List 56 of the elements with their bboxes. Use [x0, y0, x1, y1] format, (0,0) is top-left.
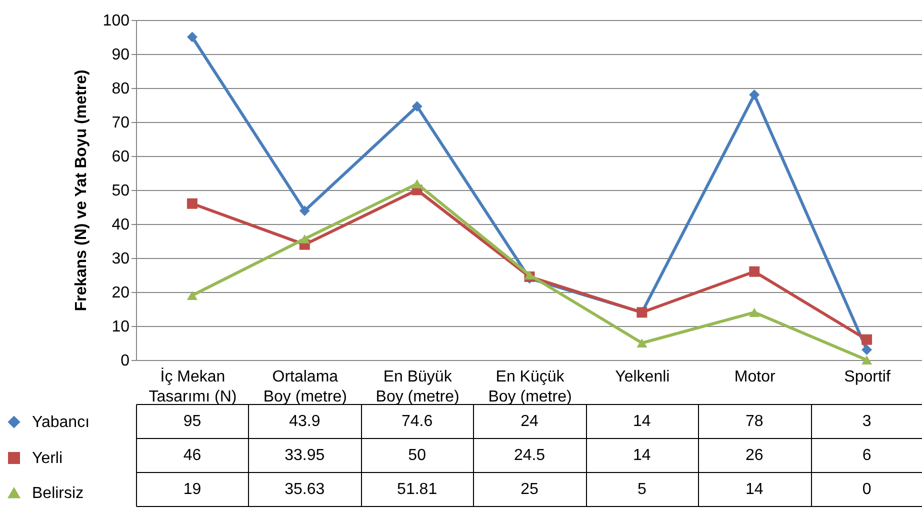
y-tick-label: 50 — [112, 182, 130, 200]
x-tick-label: Motor — [734, 368, 776, 386]
data-label: 24.5 — [514, 447, 546, 464]
data-label: 0 — [862, 481, 872, 498]
data-label: 51.81 — [397, 481, 438, 498]
point — [186, 32, 198, 42]
legend-label: Yabancı — [32, 414, 90, 431]
y-axis-title: Frekans (N) ve Yat Boyu (metre) — [72, 70, 90, 312]
data-label: 33.95 — [284, 447, 325, 464]
y-tick-label: 80 — [112, 80, 130, 98]
x-tick-label: Sportif — [844, 368, 891, 386]
data-label: 35.63 — [284, 481, 325, 498]
point — [749, 266, 760, 277]
y-tick-label: 40 — [112, 216, 130, 234]
data-label: 95 — [183, 413, 202, 430]
point — [749, 90, 760, 100]
x-tick-label: Ortalama Boy (metre) — [263, 368, 347, 406]
data-label: 74.6 — [402, 413, 433, 430]
y-tick-label: 0 — [120, 352, 130, 370]
data-label: 14 — [633, 413, 651, 430]
y-tick-label: 70 — [112, 114, 130, 132]
x-tick-label: İç Mekan Tasarımı (N) — [148, 368, 237, 406]
point — [412, 101, 422, 112]
x-tick-label: En Büyük Boy (metre) — [376, 368, 460, 406]
data-label: 46 — [183, 447, 202, 464]
data-label: 50 — [408, 447, 426, 464]
data-label: 14 — [633, 447, 651, 464]
x-tick-label: En Küçük Boy (metre) — [488, 368, 572, 406]
data-label: 19 — [183, 481, 202, 498]
point — [186, 198, 198, 209]
y-tick-label: 20 — [112, 284, 130, 302]
legend-label: Belirsiz — [32, 485, 84, 502]
data-label: 43.9 — [289, 413, 320, 430]
data-label: 78 — [745, 413, 764, 430]
point — [299, 234, 310, 244]
point — [862, 334, 872, 345]
y-tick-label: 90 — [112, 46, 130, 64]
x-tick-label: Yelkenli — [615, 368, 670, 386]
data-label: 14 — [745, 481, 764, 498]
point — [636, 338, 648, 348]
data-label: 26 — [745, 447, 764, 464]
data-label: 5 — [637, 481, 646, 498]
point — [749, 308, 760, 317]
data-label: 25 — [520, 481, 538, 498]
point — [862, 355, 872, 365]
data-label: 3 — [862, 413, 872, 430]
point — [862, 344, 872, 356]
data-label: 6 — [862, 447, 872, 464]
point — [299, 205, 310, 216]
y-tick-label: 30 — [112, 250, 130, 268]
point — [186, 290, 198, 300]
y-tick-label: 100 — [102, 12, 130, 30]
y-tick-label: 10 — [112, 318, 130, 336]
y-tick-label: 60 — [112, 148, 130, 166]
legend-label: Yerli — [32, 450, 63, 467]
data-label: 24 — [520, 413, 538, 430]
